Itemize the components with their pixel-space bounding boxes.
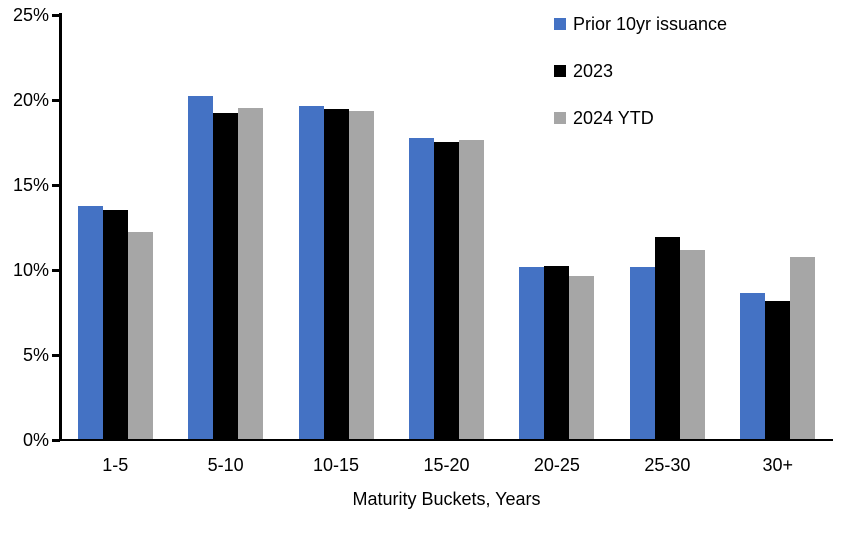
bar-15-20-series-1 [408,138,434,439]
y-tick-label: 10% [12,260,49,280]
y-tick-mark [52,354,60,357]
bar-25-30-series-2 [654,236,680,439]
x-axis-title: Maturity Buckets, Years [352,489,541,509]
x-tick-label-10-15: 10-15 [313,455,360,475]
y-tick-mark [52,439,60,442]
legend-label: Prior 10yr issuance [573,14,728,34]
bar-30+-series-3 [790,257,816,439]
bar-30+-series-2 [765,301,791,439]
y-tick-label: 25% [12,5,49,25]
bar-groups [60,15,833,439]
y-tick-label: 15% [12,175,49,195]
bar-5-10-series-3 [238,107,264,439]
x-tick-label-30+: 30+ [762,455,794,475]
bar-group-5-10 [170,15,280,439]
x-tick-label-20-25: 20-25 [533,455,580,475]
bar-20-25-series-3 [569,275,595,439]
legend-label: 2024 YTD [573,108,654,128]
y-tick-label: 0% [22,430,49,450]
bar-20-25-series-1 [519,267,545,439]
bar-5-10-series-2 [213,112,239,439]
y-tick-label: 20% [12,90,49,110]
bar-10-15-series-3 [348,110,374,439]
y-tick-mark [52,184,60,187]
bar-15-20-series-2 [433,141,459,439]
legend-label: 2023 [573,61,614,81]
bar-25-30-series-3 [679,250,705,439]
bar-group-25-30 [612,15,722,439]
bar-1-5-series-2 [102,209,128,439]
x-tick-label-5-10: 5-10 [207,455,244,475]
y-axis-line [59,13,62,441]
bar-group-1-5 [60,15,170,439]
bar-group-30+ [723,15,833,439]
bar-15-20-series-3 [458,139,484,439]
x-tick-label-15-20: 15-20 [423,455,470,475]
y-tick-label: 5% [22,345,49,365]
x-tick-label-25-30: 25-30 [644,455,691,475]
legend-item: 2024 YTD [554,107,727,129]
bar-10-15-series-2 [323,109,349,439]
legend-swatch-icon [554,18,566,30]
legend-item: Prior 10yr issuance [554,13,727,35]
bar-group-10-15 [281,15,391,439]
bar-1-5-series-1 [77,206,103,439]
bar-25-30-series-1 [629,267,655,439]
x-tick-label-1-5: 1-5 [102,455,129,475]
y-tick-mark [52,269,60,272]
bar-5-10-series-1 [188,95,214,439]
y-tick-mark [52,14,60,17]
bar-30+-series-1 [740,292,766,439]
bar-group-15-20 [391,15,501,439]
legend-item: 2023 [554,60,727,82]
legend-swatch-icon [554,112,566,124]
bar-1-5-series-3 [127,231,153,439]
x-axis-line [59,438,833,441]
bar-group-20-25 [502,15,612,439]
legend-swatch-icon [554,65,566,77]
bar-10-15-series-1 [298,105,324,439]
y-tick-mark [52,99,60,102]
legend: Prior 10yr issuance 2023 2024 YTD [554,13,727,154]
bar-20-25-series-2 [544,265,570,439]
